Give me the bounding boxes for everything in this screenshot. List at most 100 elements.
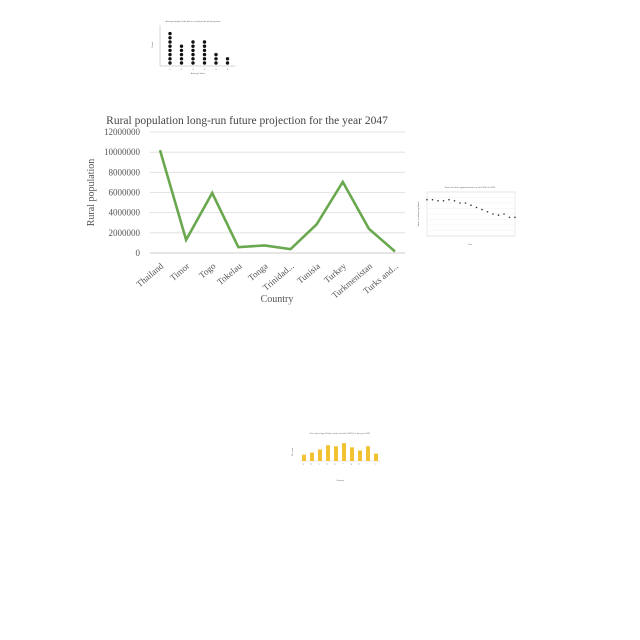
bar-tick-label: b [310, 463, 313, 466]
scatter-point [437, 200, 439, 202]
dot-plot-tick-label: 1 [169, 69, 171, 71]
dot-mark [168, 44, 172, 48]
dot-mark [168, 36, 172, 40]
dot-plot-svg: Average height of dot plot in a stacked … [151, 20, 235, 75]
scatter-point [459, 202, 461, 204]
x-tick-label: Tokelau [215, 261, 244, 288]
scatter-point [464, 202, 467, 204]
dot-mark [168, 40, 172, 44]
bar-tick-label: a [302, 463, 305, 466]
scatter-svg: Share of urban agglomerations in total 2… [417, 186, 516, 246]
bar-x-label: Country [336, 479, 345, 482]
dot-mark [225, 61, 230, 65]
scatter-point [486, 211, 489, 213]
dot-plot-tick-label: 6 [227, 69, 229, 71]
scatter-point [492, 213, 494, 215]
dot-mark [202, 44, 207, 48]
dot-mark [191, 61, 195, 65]
x-tick-label: Thailand [134, 261, 165, 290]
scatter-title: Share of urban agglomerations in total 2… [445, 186, 496, 189]
bar-tick-label: e [334, 463, 337, 466]
scatter-point [431, 198, 434, 201]
scatter-point [503, 213, 505, 215]
y-tick-label: 10000000 [104, 147, 141, 157]
bar [302, 454, 306, 461]
x-axis-label: Country [261, 294, 294, 305]
scatter-thumbnail: Share of urban agglomerations in total 2… [415, 182, 520, 247]
dot-mark [191, 48, 195, 53]
dot-mark [168, 52, 172, 57]
bar [334, 446, 338, 461]
scatter-point [475, 206, 478, 209]
bar-tick-label: h [358, 463, 361, 466]
y-axis-label: Rural population [86, 159, 97, 227]
x-tick-label: Togo [197, 261, 218, 281]
dot-plot-tick-label: 5 [215, 69, 217, 71]
rural-population-svg: Rural population long-run future project… [86, 115, 405, 305]
scatter-frame [426, 191, 516, 237]
dot-plot-tick-label: 2 [181, 69, 183, 71]
dot-mark [191, 57, 195, 61]
dot-mark [179, 44, 184, 48]
dot-mark [202, 48, 207, 53]
dot-mark [202, 40, 207, 44]
dot-mark [168, 61, 172, 65]
dot-plot-tick-label: 4 [204, 69, 206, 71]
dot-plot-tick-label: 3 [192, 69, 194, 71]
bar-tick-label: g [350, 463, 353, 466]
scatter-x-label: Year [468, 243, 473, 246]
dot-mark [214, 57, 218, 61]
dot-mark [202, 52, 207, 57]
bar [350, 447, 354, 461]
scatter-point [514, 216, 516, 219]
dot-mark [214, 52, 218, 57]
bar-tick-label: c [319, 463, 322, 466]
y-tick-label: 12000000 [104, 127, 141, 137]
bar [342, 443, 346, 461]
dot-mark [191, 52, 195, 57]
dot-plot-thumbnail: Average height of dot plot in a stacked … [143, 17, 243, 77]
dot-plot-x-label: Average Value [191, 72, 206, 75]
dot-plot-title: Average height of dot plot in a stacked … [165, 20, 221, 23]
bar-y-label: Per cent [291, 448, 294, 457]
y-tick-label: 2000000 [109, 228, 141, 238]
y-tick-label: 0 [136, 248, 141, 258]
bar-title: Per cent of age 60 plus share of total (… [310, 432, 371, 435]
scatter-point [481, 208, 483, 211]
dot-mark [179, 48, 184, 53]
bar-tick-label: d [326, 463, 329, 466]
series-line [158, 149, 396, 253]
dot-mark [202, 61, 207, 65]
scatter-point [470, 204, 472, 206]
y-tick-label: 8000000 [109, 167, 141, 177]
bar [326, 445, 330, 461]
dot-mark [191, 44, 195, 48]
dot-mark [179, 57, 184, 61]
bar [358, 450, 362, 461]
dot-mark [225, 57, 230, 61]
y-tick-label: 4000000 [109, 208, 141, 218]
bar-svg: Per cent of age 60 plus share of total (… [291, 432, 380, 482]
y-tick-label: 6000000 [109, 188, 141, 198]
bar-tick-label: i [367, 463, 369, 465]
scatter-point [508, 216, 511, 219]
bar [374, 453, 378, 461]
x-tick-label: Tunisia [295, 261, 322, 286]
scatter-point [426, 198, 428, 201]
bar [310, 452, 314, 461]
scatter-y-label: Share of urban population [417, 201, 420, 227]
dot-mark [179, 52, 184, 57]
scatter-point [442, 200, 445, 202]
dot-mark [179, 61, 184, 65]
dot-mark [168, 48, 172, 53]
dot-mark [214, 61, 218, 65]
dot-plot-y-label: Count [151, 42, 154, 48]
scatter-point [453, 200, 456, 202]
dot-mark [202, 57, 207, 61]
chart-title: Rural population long-run future project… [106, 115, 388, 127]
scatter-point [497, 214, 500, 216]
dot-mark [168, 31, 172, 36]
scatter-point [448, 198, 450, 201]
bar [318, 449, 322, 461]
bar-tick-label: f [343, 463, 345, 465]
